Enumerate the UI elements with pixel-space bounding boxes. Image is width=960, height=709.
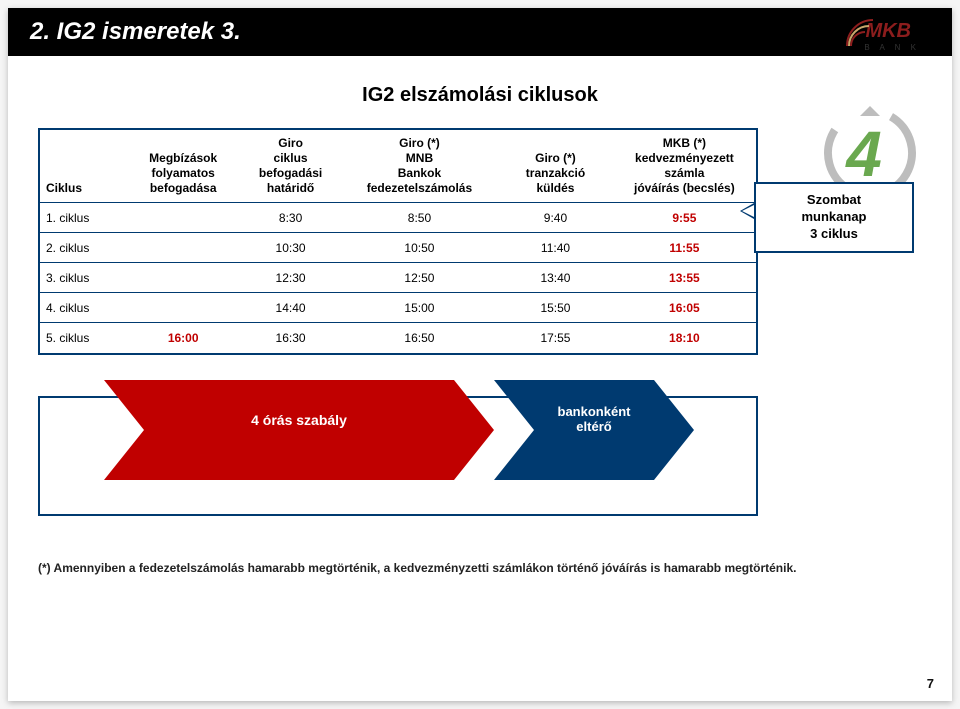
chevron-red-label: 4 órás szabály bbox=[104, 412, 494, 428]
table-row: 1. ciklus 8:30 8:50 9:40 9:55 bbox=[40, 203, 756, 233]
col-header: Giro (*) tranzakció küldés bbox=[498, 130, 613, 203]
col-header: Giro (*) MNB Bankok fedezetelszámolás bbox=[341, 130, 499, 203]
chevron-blue: bankonként eltérő bbox=[494, 380, 694, 480]
col-header: Giro ciklus befogadási határidő bbox=[240, 130, 340, 203]
chevron-blue-label: bankonként eltérő bbox=[494, 404, 694, 434]
svg-text:4: 4 bbox=[844, 118, 882, 190]
footnote: (*) Amennyiben a fedezetelszámolás hamar… bbox=[38, 560, 798, 577]
table-row: 5. ciklus 16:00 16:30 16:50 17:55 18:10 bbox=[40, 323, 756, 353]
cycle-table: Ciklus Megbízások folyamatos befogadása … bbox=[38, 128, 758, 355]
title-bar: 2. IG2 ismeretek 3. bbox=[8, 8, 952, 56]
chevron-red: 4 órás szabály bbox=[104, 380, 494, 480]
table-row: 4. ciklus 14:40 15:00 15:50 16:05 bbox=[40, 293, 756, 323]
logo: MKB B A N K bbox=[856, 20, 920, 52]
col-header: Megbízások folyamatos befogadása bbox=[126, 130, 241, 203]
logo-arcs-icon bbox=[845, 18, 875, 48]
page-title: 2. IG2 ismeretek 3. bbox=[30, 18, 241, 46]
callout-arrow-icon bbox=[740, 203, 754, 219]
subtitle: IG2 elszámolási ciklusok bbox=[8, 84, 952, 107]
logo-text: MKB bbox=[865, 20, 911, 43]
slide: 2. IG2 ismeretek 3. MKB B A N K IG2 elsz… bbox=[8, 8, 952, 701]
table-row: 3. ciklus 12:30 12:50 13:40 13:55 bbox=[40, 263, 756, 293]
col-header: Ciklus bbox=[40, 130, 126, 203]
lower-frame: 4 órás szabály bankonként eltérő bbox=[38, 396, 758, 516]
col-header: MKB (*) kedvezményezett számla jóváírás … bbox=[613, 130, 756, 203]
callout-box: Szombat munkanap 3 ciklus bbox=[754, 182, 914, 253]
page-number: 7 bbox=[927, 676, 934, 691]
table-row: 2. ciklus 10:30 10:50 11:40 11:55 bbox=[40, 233, 756, 263]
callout-szombat: Szombat munkanap 3 ciklus bbox=[754, 182, 914, 253]
